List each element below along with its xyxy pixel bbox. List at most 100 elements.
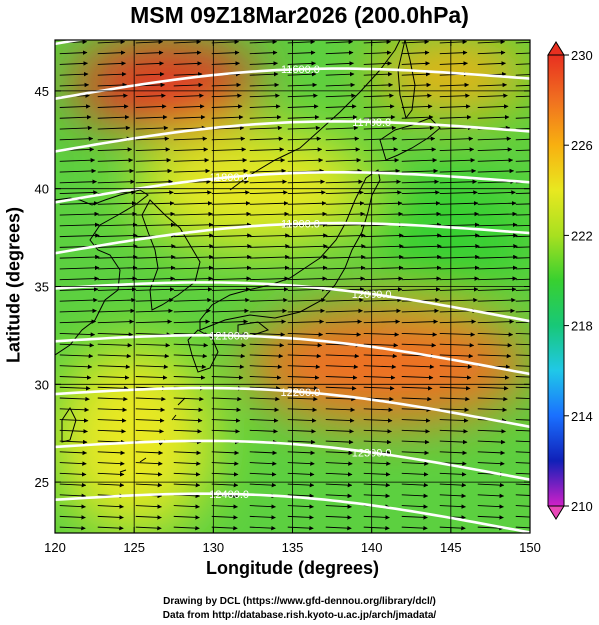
wind-vector <box>173 254 214 260</box>
wind-vector <box>211 332 248 337</box>
wind-vector <box>287 343 323 348</box>
wind-vector <box>211 450 240 456</box>
wind-vector <box>59 276 100 281</box>
wind-vector <box>249 93 280 98</box>
wind-vector <box>401 93 432 98</box>
wind-vector <box>59 265 100 271</box>
wind-vector <box>173 168 211 174</box>
wind-vector <box>135 40 164 45</box>
wind-vector <box>401 450 430 456</box>
wind-vector <box>211 418 241 423</box>
wind-vector <box>401 493 429 499</box>
wind-vector <box>135 125 169 131</box>
wind-vector <box>401 504 428 509</box>
wind-vector <box>363 93 394 98</box>
credit-data: Data from http://database.rish.kyoto-u.a… <box>162 610 437 621</box>
wind-vector <box>135 461 163 466</box>
wind-vector <box>515 526 530 529</box>
wind-vector <box>401 343 437 348</box>
wind-vector <box>325 233 366 238</box>
wind-vector <box>325 386 357 391</box>
contour-label: 11900.0 <box>281 219 320 231</box>
wind-vector <box>249 157 286 163</box>
wind-vector <box>477 461 505 466</box>
wind-vector <box>211 254 252 260</box>
wind-vector <box>515 214 530 216</box>
wind-vector <box>363 472 391 477</box>
wind-vector <box>135 50 164 55</box>
wind-vector <box>211 93 242 98</box>
wind-vector <box>97 319 135 324</box>
wind-vector <box>59 82 90 88</box>
contour-labels: 11500.011600.011700.011800.011900.012000… <box>209 64 391 501</box>
wind-vector <box>515 333 530 335</box>
field-region <box>245 306 530 424</box>
wind-vector <box>287 201 327 206</box>
wind-vector <box>287 265 328 271</box>
wind-vector <box>211 407 242 413</box>
wind-vector <box>325 515 352 520</box>
wind-vector <box>325 482 353 488</box>
wind-vector <box>249 504 276 509</box>
wind-vector <box>363 114 396 120</box>
wind-vector <box>211 504 238 509</box>
wind-vector <box>173 201 213 206</box>
wind-vector <box>477 525 504 531</box>
wind-vector <box>97 482 125 488</box>
wind-vector <box>135 450 164 456</box>
wind-vector <box>97 147 133 152</box>
wind-vector <box>135 418 165 423</box>
wind-vector <box>249 179 287 184</box>
wind-vector <box>97 461 125 466</box>
wind-vector <box>477 386 509 391</box>
wind-vector <box>173 396 204 402</box>
wind-vector <box>173 190 212 195</box>
wind-vector <box>97 343 133 348</box>
wind-vector <box>97 515 124 520</box>
wind-vector <box>287 244 328 249</box>
wind-vector <box>325 396 356 402</box>
wind-vector <box>363 61 392 66</box>
wind-vector <box>401 211 442 217</box>
wind-vector <box>59 504 86 509</box>
wind-vector <box>325 493 353 499</box>
wind-vector <box>135 482 163 488</box>
wind-vector <box>363 147 399 152</box>
wind-vector <box>211 353 246 359</box>
wind-vector <box>97 157 134 163</box>
wind-vector <box>173 82 204 88</box>
wind-vector <box>135 515 162 520</box>
wind-vector <box>135 287 175 292</box>
wind-vector <box>477 50 506 55</box>
wind-vector <box>515 41 530 44</box>
wind-vector <box>173 93 204 98</box>
colorbar-label: 226 <box>571 138 593 153</box>
wind-vector <box>59 71 89 77</box>
wind-vector <box>59 125 93 131</box>
wind-vector <box>97 396 128 402</box>
wind-vector <box>59 179 97 184</box>
wind-vector <box>439 201 479 206</box>
wind-vector <box>59 375 92 380</box>
wind-vector <box>515 224 530 227</box>
wind-vector <box>59 297 98 303</box>
wind-vector <box>439 40 468 45</box>
wind-vector <box>249 332 286 337</box>
y-tick-label: 35 <box>35 280 49 295</box>
wind-vector <box>59 343 95 348</box>
wind-vector <box>173 353 208 359</box>
wind-vector <box>363 190 402 195</box>
wind-vector <box>135 276 176 281</box>
wind-vector <box>477 93 508 98</box>
wind-vector <box>211 190 250 195</box>
wind-vector <box>287 504 314 509</box>
wind-vector <box>477 254 518 260</box>
wind-vector <box>363 308 401 314</box>
wind-vector <box>363 515 390 520</box>
wind-vector <box>135 375 168 380</box>
wind-vector <box>135 71 165 77</box>
wind-vector <box>401 525 428 531</box>
wind-vector <box>287 332 324 337</box>
wind-vector <box>97 61 126 66</box>
wind-vector <box>249 319 287 324</box>
